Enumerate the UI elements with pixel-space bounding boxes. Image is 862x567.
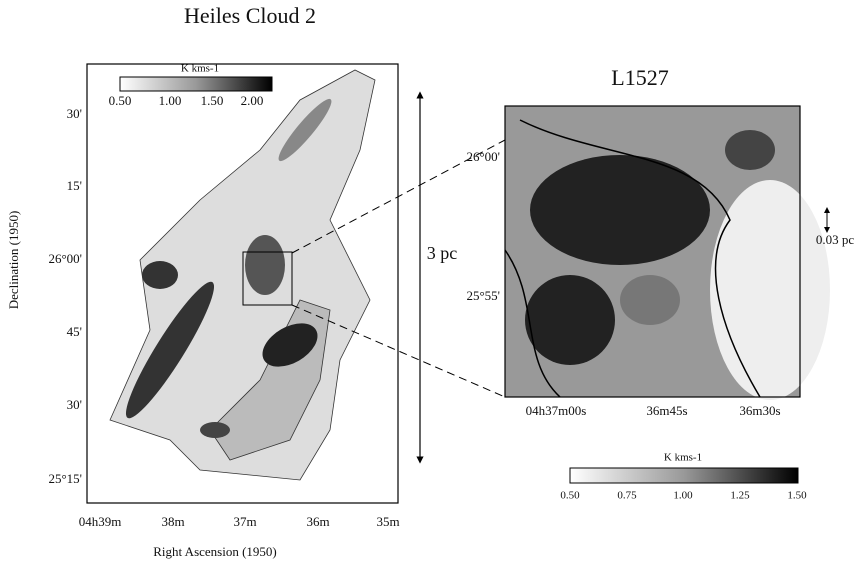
y-tick-label: 15' — [67, 178, 82, 193]
colorbar-tick: 0.75 — [617, 490, 637, 502]
x-tick-label: 35m — [376, 514, 399, 529]
colorbar-tick: 2.00 — [241, 93, 264, 108]
x-tick-label: 04h39m — [79, 514, 122, 529]
scale-label: 3 pc — [427, 243, 458, 263]
colorbar-unit: K kms-1 — [181, 63, 219, 75]
y-tick-label: 25°15' — [48, 471, 82, 486]
colorbar-tick: 0.50 — [109, 93, 132, 108]
colorbar-tick: 1.00 — [673, 490, 693, 502]
colorbar-tick: 1.50 — [787, 490, 807, 502]
y-tick-label: 30' — [67, 106, 82, 121]
page: Heiles Cloud 2 K kms-1 0.50 1.00 1.50 2.… — [0, 0, 862, 567]
colorbar-unit: K kms-1 — [664, 452, 702, 464]
figure: Heiles Cloud 2 K kms-1 0.50 1.00 1.50 2.… — [0, 0, 862, 567]
x-axis-label: Right Ascension (1950) — [153, 544, 277, 559]
colorbar-tick: 1.00 — [159, 93, 182, 108]
x-tick-label: 38m — [161, 514, 184, 529]
left-title: Heiles Cloud 2 — [184, 3, 316, 28]
small-scale-label: 0.03 pc — [816, 232, 855, 247]
colorbar-tick: 0.50 — [560, 490, 580, 502]
y-tick-label: 25°55' — [466, 288, 500, 303]
right-title: L1527 — [611, 65, 668, 90]
x-tick-label: 37m — [233, 514, 256, 529]
x-tick-label: 04h37m00s — [526, 403, 587, 418]
colorbar-tick: 1.50 — [201, 93, 224, 108]
y-tick-label: 30' — [67, 397, 82, 412]
colorbar-tick: 1.25 — [730, 490, 750, 502]
x-tick-label: 36m45s — [646, 403, 687, 418]
y-axis-label: Declination (1950) — [6, 211, 21, 310]
y-tick-label: 26°00' — [466, 149, 500, 164]
right-map — [505, 106, 830, 483]
y-tick-label: 26°00' — [48, 251, 82, 266]
y-tick-label: 45' — [67, 324, 82, 339]
x-tick-label: 36m30s — [739, 403, 780, 418]
x-tick-label: 36m — [306, 514, 329, 529]
left-map — [87, 64, 398, 503]
